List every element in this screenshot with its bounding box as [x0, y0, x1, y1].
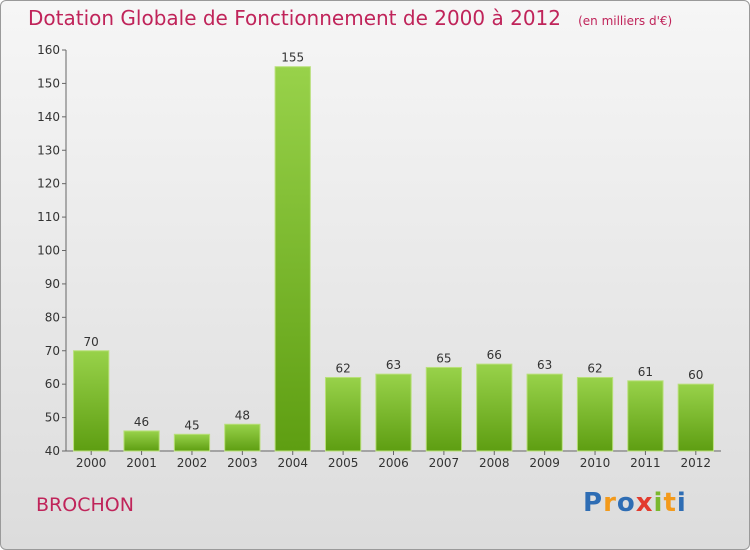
x-tick-label: 2000	[76, 456, 107, 470]
bar-value-label: 63	[537, 358, 552, 372]
y-tick-label: 120	[37, 177, 60, 191]
y-tick-label: 160	[37, 43, 60, 57]
x-axis-ticks: 2000 2001 2002 2003 2004 2005 2006 2007 2008 2009…	[76, 451, 711, 470]
x-tick-label: 2004	[277, 456, 308, 470]
y-axis-ticks: 40 50 60 70 80 90 100 110 120 130 140 150 160	[37, 43, 66, 458]
bar-value-label: 61	[638, 365, 653, 379]
bar-value-label: 45	[184, 418, 199, 432]
y-tick-label: 100	[37, 244, 60, 258]
bar-2004	[274, 66, 311, 452]
logo-letter: i	[653, 488, 664, 518]
x-tick-label: 2012	[681, 456, 712, 470]
bar-2005	[324, 376, 362, 452]
bar-2000	[73, 350, 110, 452]
bar-value-label: 66	[487, 348, 502, 362]
bar-series: 70 46 45 48 155 62 63 65 66 63 62 61 60	[73, 51, 714, 452]
y-tick-label: 130	[37, 143, 60, 157]
logo-letter: P	[583, 488, 604, 518]
commune-name: BROCHON	[36, 494, 134, 516]
logo-letter: x	[635, 488, 654, 518]
x-tick-label: 2007	[429, 456, 460, 470]
bar-value-label: 46	[134, 415, 149, 429]
bar-value-label: 62	[335, 361, 350, 375]
x-tick-label: 2011	[630, 456, 661, 470]
bar-2012	[677, 383, 714, 452]
bar-value-label: 70	[84, 335, 99, 349]
y-tick-label: 90	[45, 277, 60, 291]
bar-2010	[576, 376, 614, 452]
bar-2007	[425, 366, 463, 452]
x-tick-label: 2001	[126, 456, 157, 470]
x-tick-label: 2003	[227, 456, 258, 470]
x-tick-label: 2005	[328, 456, 359, 470]
chart-title: Dotation Globale de Fonctionnement de 20…	[28, 6, 672, 30]
y-tick-label: 150	[37, 76, 60, 90]
logo-letter: o	[616, 488, 636, 518]
bar-value-label: 65	[436, 351, 451, 365]
x-tick-label: 2010	[580, 456, 611, 470]
bar-2011	[627, 380, 664, 452]
x-tick-label: 2002	[177, 456, 208, 470]
bar-value-label: 62	[587, 361, 602, 375]
y-tick-label: 70	[45, 344, 60, 358]
logo-letter: r	[603, 488, 617, 518]
x-tick-label: 2008	[479, 456, 510, 470]
bar-2008	[476, 363, 513, 452]
y-tick-label: 40	[45, 444, 60, 458]
bar-value-label: 60	[688, 368, 703, 382]
bar-2001	[123, 430, 160, 452]
logo-letter: t	[663, 488, 677, 518]
y-tick-label: 60	[45, 377, 60, 391]
y-tick-label: 80	[45, 310, 60, 324]
bar-2006	[375, 373, 412, 452]
bar-2002	[173, 433, 211, 452]
chart-unit-note: (en milliers d'€)	[578, 14, 673, 28]
proxiti-logo: Proxiti	[583, 488, 687, 518]
chart-title-text: Dotation Globale de Fonctionnement de 20…	[28, 6, 561, 30]
bar-value-label: 48	[235, 408, 250, 422]
y-tick-label: 110	[37, 210, 60, 224]
bar-value-label: 63	[386, 358, 401, 372]
logo-letter: i	[676, 488, 687, 518]
x-tick-label: 2006	[378, 456, 409, 470]
y-tick-label: 50	[45, 411, 60, 425]
bar-value-label: 155	[281, 51, 304, 65]
bar-2009	[526, 373, 563, 452]
x-tick-label: 2009	[529, 456, 560, 470]
y-tick-label: 140	[37, 110, 60, 124]
bar-2003	[224, 423, 261, 452]
